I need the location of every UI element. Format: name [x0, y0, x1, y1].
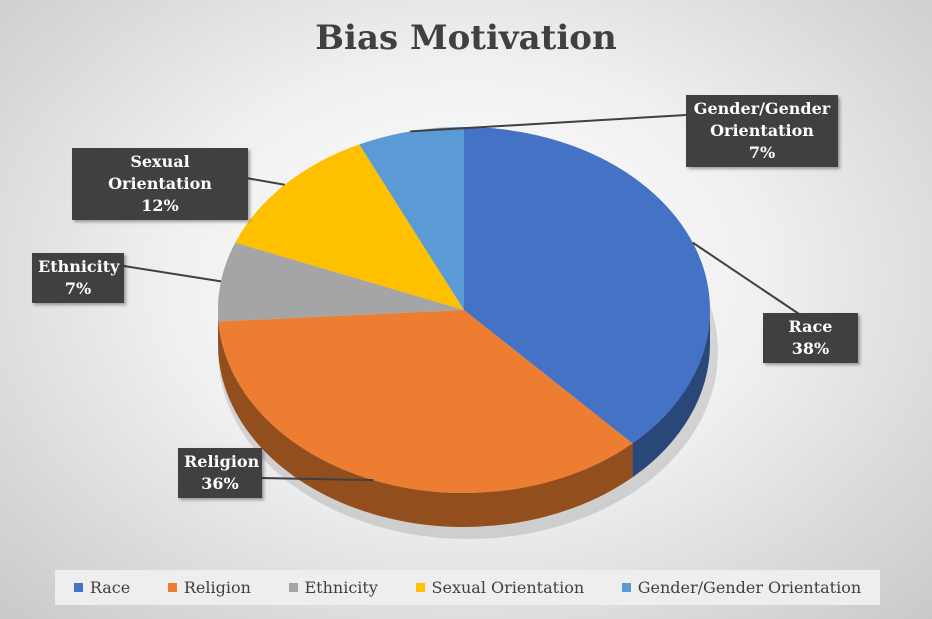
leader-line: [410, 114, 687, 133]
data-label-value: 7%: [64, 279, 92, 298]
slice: [218, 242, 464, 322]
leader-line: [259, 477, 374, 482]
data-label-category: Religion: [184, 452, 260, 471]
legend-item: Race: [73, 578, 131, 597]
slice: [359, 127, 464, 310]
legend-label: Sexual Orientation: [431, 578, 585, 597]
data-label-value: 36%: [201, 474, 239, 493]
legend-label: Gender/Gender Orientation: [637, 578, 862, 597]
slice: [464, 127, 710, 444]
leader-line: [692, 241, 809, 321]
legend-swatch: [415, 583, 425, 592]
data-label-value: 12%: [141, 196, 179, 215]
data-label: Race 38%: [763, 313, 858, 363]
legend-item: Gender/Gender Orientation: [621, 578, 862, 597]
slice-side: [218, 321, 633, 527]
data-label: Sexual Orientation 12%: [72, 148, 248, 220]
legend-swatch: [621, 583, 631, 592]
leader-line: [123, 265, 222, 283]
legend-label: Ethnicity: [304, 578, 378, 597]
legend: Race Religion Ethnicity Sexual Orientation G…: [55, 570, 880, 605]
data-label-category: Race: [788, 317, 833, 336]
leader-line: [245, 177, 285, 186]
slice-side: [632, 310, 710, 478]
data-label: Ethnicity 7%: [32, 253, 124, 303]
data-label-value: 7%: [748, 143, 776, 162]
chart-title: Bias Motivation: [315, 18, 617, 58]
data-label-value: 38%: [791, 339, 830, 358]
legend-label: Religion: [183, 578, 251, 597]
legend-item: Sexual Orientation: [415, 578, 585, 597]
data-label: Religion 36%: [178, 448, 262, 498]
data-label: Gender/Gender Orientation 7%: [686, 95, 838, 167]
data-label-category: Sexual Orientation: [108, 152, 212, 193]
legend-swatch: [288, 583, 298, 592]
legend-swatch: [167, 583, 177, 592]
slice: [235, 144, 464, 310]
data-label-category: Ethnicity: [38, 257, 120, 276]
legend-item: Religion: [167, 578, 251, 597]
legend-swatch: [73, 583, 83, 592]
data-label-category: Gender/Gender Orientation: [693, 99, 831, 140]
slice: [218, 310, 633, 493]
legend-item: Ethnicity: [288, 578, 378, 597]
legend-label: Race: [89, 578, 131, 597]
